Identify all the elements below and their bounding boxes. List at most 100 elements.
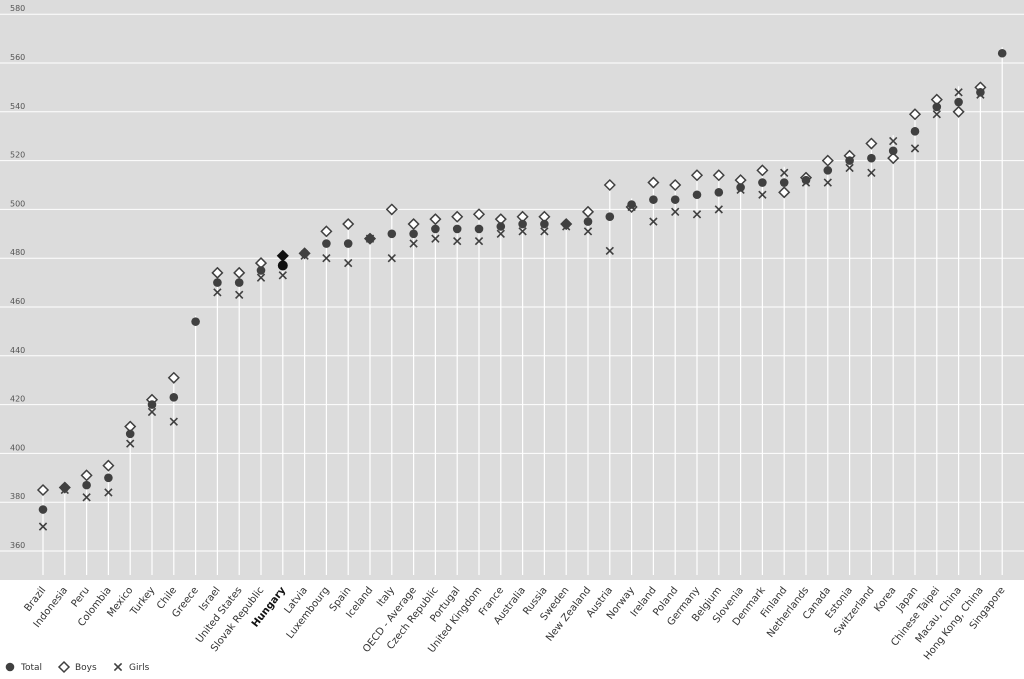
point-boys-korea	[887, 152, 900, 165]
point-girls-peru	[82, 493, 91, 502]
point-total-estonia	[845, 156, 854, 165]
point-total-indonesia	[60, 483, 70, 492]
point-girls-united-kingdom	[474, 236, 484, 246]
point-girls-italy	[387, 254, 396, 263]
point-boys-macau-china	[952, 105, 965, 118]
point-total-czech-republic	[431, 224, 440, 234]
point-total-united-states	[234, 278, 244, 287]
point-girls-denmark	[758, 190, 767, 199]
point-girls-chile	[169, 417, 178, 426]
point-boys-brazil	[36, 483, 50, 497]
point-total-greece	[191, 317, 200, 326]
point-girls-ireland	[649, 217, 658, 226]
legend-label-girls: Girls	[129, 663, 150, 673]
data-markers	[36, 48, 1007, 531]
y-tick-label-580: 580	[10, 4, 25, 13]
point-boys-belgium	[712, 169, 725, 182]
point-girls-colombia	[104, 488, 113, 497]
point-total-switzerland	[867, 153, 876, 163]
point-total-slovak-republic	[256, 266, 266, 275]
point-boys-austria	[603, 178, 616, 192]
point-girls-macau-china	[954, 88, 963, 97]
point-total-belgium	[714, 188, 724, 197]
legend-label-boys: Boys	[75, 663, 97, 673]
point-total-portugal	[452, 224, 462, 234]
point-total-spain	[343, 239, 353, 248]
y-tick-label-540: 540	[10, 102, 25, 111]
point-total-denmark	[758, 178, 767, 187]
point-boys-united-kingdom	[472, 208, 486, 221]
y-tick-label-420: 420	[10, 395, 25, 404]
legend-label-total: Total	[20, 663, 42, 673]
plot-background	[0, 0, 1024, 580]
point-total-canada	[823, 166, 833, 175]
y-tick-label-560: 560	[10, 53, 25, 62]
point-total-norway	[627, 200, 636, 209]
point-boys-peru	[80, 469, 93, 482]
point-total-luxembourg	[322, 239, 331, 248]
point-girls-czech-republic	[431, 234, 440, 243]
point-boys-new-zealand	[581, 205, 595, 218]
point-boys-czech-republic	[429, 213, 442, 226]
point-girls-mexico	[126, 439, 135, 448]
point-boys-germany	[690, 169, 704, 182]
point-total-colombia	[104, 473, 113, 483]
legend-marker-girls	[113, 662, 123, 672]
point-girls-france	[496, 229, 505, 238]
y-tick-label-500: 500	[10, 199, 25, 208]
point-boys-canada	[821, 154, 834, 167]
point-total-mexico	[125, 429, 135, 439]
point-girls-chinese-taipei	[932, 110, 941, 119]
point-boys-luxembourg	[320, 225, 333, 238]
point-total-australia	[518, 219, 527, 229]
point-total-united-kingdom	[474, 224, 484, 234]
point-total-italy	[387, 229, 397, 239]
point-boys-japan	[908, 108, 922, 121]
point-girls-portugal	[453, 236, 462, 246]
y-tick-label-360: 360	[10, 541, 25, 550]
point-total-iceland	[365, 234, 375, 243]
point-girls-new-zealand	[583, 227, 593, 236]
point-girls-germany	[692, 210, 702, 219]
point-total-brazil	[38, 505, 48, 514]
point-total-slovenia	[736, 183, 745, 192]
point-girls-japan	[910, 144, 920, 153]
point-boys-ireland	[647, 176, 660, 189]
y-tick-label-440: 440	[10, 346, 25, 355]
point-girls-spain	[344, 258, 353, 268]
point-girls-slovak-republic	[256, 273, 266, 282]
point-girls-oecd-average	[409, 239, 418, 248]
point-boys-spain	[342, 217, 355, 231]
point-total-peru	[82, 480, 91, 490]
gridlines	[0, 13, 1024, 552]
point-girls-united-states	[235, 290, 244, 299]
point-total-finland	[779, 178, 789, 187]
point-girls-switzerland	[867, 168, 876, 177]
point-total-japan	[910, 127, 920, 136]
point-boys-portugal	[451, 210, 464, 223]
point-total-hungary	[277, 260, 288, 271]
y-tick-label-480: 480	[10, 248, 25, 257]
point-total-france	[496, 222, 506, 231]
point-total-macau-china	[954, 97, 963, 107]
point-girls-turkey	[147, 407, 157, 417]
x-label-korea: Korea	[872, 585, 898, 614]
point-boys-chile	[167, 371, 180, 384]
point-total-ireland	[649, 195, 658, 204]
point-total-hong-kong-china	[976, 87, 985, 97]
point-girls-korea	[889, 136, 898, 146]
category-stems	[42, 47, 1003, 575]
legend-marker-boys	[57, 660, 71, 674]
point-total-chile	[169, 392, 179, 402]
legend: Total Boys Girls	[5, 660, 150, 674]
point-boys-italy	[385, 203, 398, 216]
point-total-sweden	[561, 219, 571, 229]
point-total-latvia	[300, 249, 309, 258]
point-girls-luxembourg	[322, 254, 331, 263]
point-total-oecd-average	[409, 229, 418, 239]
point-total-russia	[540, 219, 549, 229]
legend-marker-total	[5, 662, 15, 672]
point-total-turkey	[147, 400, 157, 409]
